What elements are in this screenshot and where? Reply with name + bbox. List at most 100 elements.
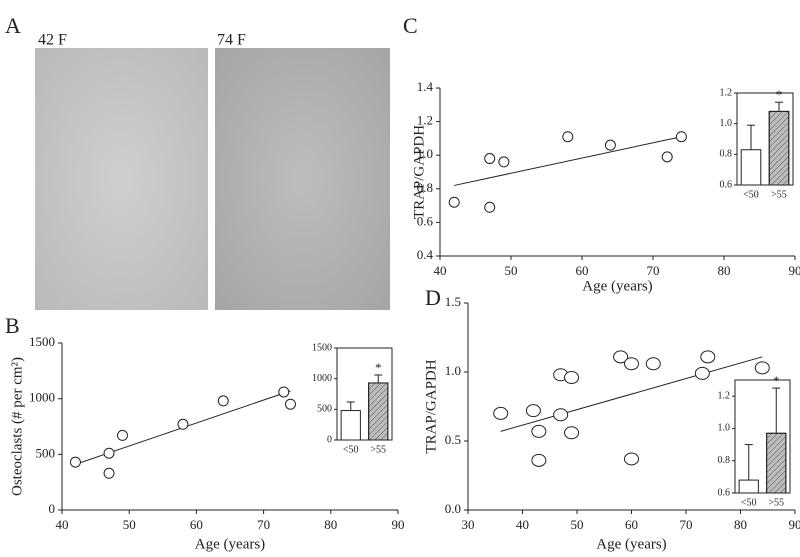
annotation: * xyxy=(776,87,783,102)
y-tick-label: 0 xyxy=(49,501,56,516)
x-tick-label: 40 xyxy=(56,517,69,532)
bar-hatch xyxy=(368,382,389,441)
x-tick-label: 30 xyxy=(462,517,475,532)
trend-line xyxy=(500,356,763,432)
x-tick-label: 80 xyxy=(718,263,731,278)
x-tick-label: <50 xyxy=(343,444,359,455)
y-tick-label: 1.2 xyxy=(720,87,733,98)
y-tick-label: 1000 xyxy=(29,390,55,405)
annotation: * xyxy=(773,373,780,388)
x-tick-label: <50 xyxy=(741,497,757,508)
x-tick-label: 40 xyxy=(434,263,447,278)
point xyxy=(278,386,290,398)
x-tick-label: 50 xyxy=(571,517,584,532)
panel-letter: A xyxy=(5,13,21,38)
point xyxy=(116,429,128,441)
x-tick-label: 70 xyxy=(257,517,270,532)
point xyxy=(675,131,687,143)
point xyxy=(448,196,460,208)
bar-hatch xyxy=(768,110,790,186)
point xyxy=(700,350,716,364)
y-tick-label: 1500 xyxy=(29,334,55,349)
x-tick-label: 70 xyxy=(647,263,660,278)
point xyxy=(525,404,541,418)
y-tick-label: 0.6 xyxy=(720,179,733,190)
point xyxy=(661,151,673,163)
point xyxy=(177,418,189,430)
point xyxy=(284,398,296,410)
y-axis-label: Osteoclasts (# per cm²) xyxy=(9,357,25,496)
x-tick-label: >55 xyxy=(771,189,787,200)
y-tick-label: 1.2 xyxy=(718,390,731,401)
y-tick-label: 0.8 xyxy=(417,180,433,195)
micrograph xyxy=(215,48,390,310)
x-tick-label: <50 xyxy=(743,189,759,200)
y-tick-label: 0.4 xyxy=(417,247,434,262)
y-tick-label: 1.4 xyxy=(417,79,434,94)
image-label: 74 F xyxy=(217,32,246,49)
x-tick-label: 50 xyxy=(123,517,136,532)
panel-letter: D xyxy=(425,285,441,310)
x-axis-label: Age (years) xyxy=(195,536,265,552)
x-axis-label: Age (years) xyxy=(582,278,652,294)
x-tick-label: 80 xyxy=(324,517,337,532)
y-tick-label: 1.0 xyxy=(445,363,461,378)
point xyxy=(754,361,770,375)
panel-letter: C xyxy=(403,13,418,38)
point xyxy=(694,366,710,380)
point xyxy=(531,453,547,467)
y-tick-label: 0.8 xyxy=(720,149,733,160)
y-axis-label: TRAP/GAPDH xyxy=(423,359,439,453)
x-tick-label: 40 xyxy=(516,517,529,532)
trend-line xyxy=(454,136,682,186)
point xyxy=(103,447,115,459)
x-tick-label: 90 xyxy=(392,517,405,532)
y-tick-label: 0 xyxy=(327,434,332,445)
point xyxy=(531,424,547,438)
annotation: * xyxy=(375,360,382,375)
point xyxy=(69,456,81,468)
x-tick-label: 60 xyxy=(625,517,638,532)
y-tick-label: 0.6 xyxy=(417,213,434,228)
point xyxy=(562,131,574,143)
x-tick-label: 80 xyxy=(734,517,747,532)
y-tick-label: 1.5 xyxy=(445,294,461,309)
point xyxy=(624,357,639,371)
y-tick-label: 1.0 xyxy=(720,118,733,129)
point xyxy=(624,452,639,466)
y-tick-label: 0.6 xyxy=(718,487,731,498)
x-tick-label: 90 xyxy=(789,517,800,532)
x-tick-label: 90 xyxy=(789,263,800,278)
y-tick-label: 1.2 xyxy=(417,113,433,128)
point xyxy=(217,395,229,407)
y-tick-label: 1.0 xyxy=(417,146,433,161)
point xyxy=(564,426,580,440)
x-tick-label: >55 xyxy=(370,444,386,455)
y-tick-label: 500 xyxy=(317,404,332,415)
x-axis-label: Age (years) xyxy=(596,536,666,552)
y-tick-label: 0.5 xyxy=(445,432,461,447)
point xyxy=(103,467,115,479)
bar-hatch xyxy=(766,432,787,494)
y-tick-label: 0.0 xyxy=(445,501,461,516)
bar xyxy=(740,149,762,186)
y-tick-label: 1.0 xyxy=(718,423,731,434)
point xyxy=(498,156,510,168)
micrograph xyxy=(35,48,208,310)
point xyxy=(553,408,569,422)
panel-letter: B xyxy=(5,313,20,338)
bar xyxy=(340,410,361,441)
point xyxy=(645,357,661,371)
image-label: 42 F xyxy=(38,32,67,49)
y-tick-label: 1500 xyxy=(312,342,332,353)
y-axis-label: TRAP/GAPDH xyxy=(411,125,427,219)
x-tick-label: 60 xyxy=(576,263,589,278)
point xyxy=(493,406,509,420)
point xyxy=(484,153,496,165)
point xyxy=(484,201,496,213)
bar xyxy=(738,479,759,494)
y-tick-label: 0.8 xyxy=(718,455,731,466)
point xyxy=(613,350,629,364)
